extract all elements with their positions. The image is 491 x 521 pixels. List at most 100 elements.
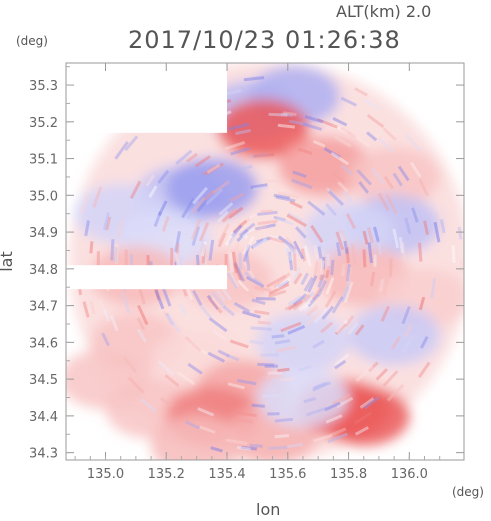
texture-streak (268, 234, 284, 242)
texture-streak (378, 278, 385, 292)
texture-streak (291, 178, 313, 190)
texture-streak (244, 271, 263, 286)
texture-streak (194, 155, 211, 168)
texture-streak (417, 242, 423, 262)
texture-streak (312, 339, 325, 349)
texture-streak (80, 194, 89, 215)
texture-streak (121, 292, 131, 314)
texture-streak (341, 164, 354, 176)
texture-streak (208, 239, 215, 261)
texture-streak (313, 306, 330, 324)
texture-streak (153, 211, 162, 228)
texture-streak (241, 227, 255, 239)
texture-streak (157, 200, 168, 217)
texture-streak (330, 151, 350, 166)
texture-streak (298, 365, 312, 372)
texture-streak (325, 277, 335, 295)
heatmap-texture (77, 76, 463, 453)
texture-streak (153, 287, 161, 301)
y-tick-label: 35.3 (29, 79, 58, 94)
texture-streak (96, 251, 100, 267)
texture-streak (237, 217, 251, 228)
texture-streak (273, 215, 286, 222)
texture-streak (238, 231, 250, 243)
x-unit-label: (deg) (452, 485, 484, 499)
texture-streak (170, 247, 174, 268)
texture-streak (231, 251, 238, 274)
texture-streak (273, 272, 291, 289)
texture-streak (331, 296, 344, 314)
heatmap-region-27 (256, 367, 349, 428)
texture-streak (418, 178, 430, 197)
texture-streak (260, 353, 279, 357)
texture-streak (210, 446, 223, 453)
texture-streak (287, 251, 294, 271)
texture-streak (166, 314, 181, 334)
texture-streak (116, 219, 124, 238)
texture-streak (312, 381, 332, 392)
texture-streak (335, 242, 342, 257)
texture-streak (243, 76, 265, 82)
texture-streak (359, 397, 375, 409)
texture-streak (451, 245, 456, 264)
texture-streak (323, 147, 341, 159)
texture-streak (334, 359, 347, 370)
texture-streak (232, 242, 240, 258)
texture-streak (268, 112, 288, 117)
texture-streak (175, 149, 193, 165)
texture-streak (354, 87, 368, 97)
texture-streak (418, 296, 426, 311)
texture-streak (303, 396, 317, 404)
texture-streak (110, 239, 115, 261)
texture-streak (305, 311, 322, 326)
texture-streak (250, 326, 272, 331)
texture-streak (343, 254, 347, 271)
texture-streak (277, 235, 298, 251)
texture-streak (109, 314, 119, 332)
texture-streak (352, 281, 362, 301)
texture-streak (369, 271, 376, 287)
texture-streak (342, 190, 353, 202)
texture-streak (288, 119, 309, 127)
texture-streak (101, 332, 110, 347)
texture-streak (254, 285, 272, 292)
texture-streak (392, 228, 400, 249)
texture-streak (161, 286, 172, 307)
texture-streak (255, 297, 276, 301)
texture-streak (277, 367, 290, 373)
texture-streak (192, 186, 209, 205)
texture-streak (313, 381, 327, 390)
texture-streak (206, 162, 224, 175)
texture-streak (397, 165, 410, 182)
texture-streak (316, 118, 338, 129)
texture-streak (157, 360, 175, 377)
texture-streak (196, 199, 208, 213)
texture-streak (316, 280, 328, 297)
texture-streak (221, 207, 237, 223)
texture-streak (290, 295, 306, 309)
texture-streak (358, 181, 370, 194)
texture-streak (230, 224, 243, 237)
texture-streak (307, 200, 326, 216)
texture-streak (207, 351, 225, 363)
texture-streak (347, 321, 359, 335)
texture-streak (350, 243, 357, 265)
texture-streak (235, 411, 257, 418)
texture-streak (340, 96, 357, 107)
texture-streak (292, 293, 308, 306)
texture-streak (254, 223, 276, 231)
texture-streak (423, 220, 430, 235)
texture-streak (277, 123, 296, 129)
texture-streak (229, 339, 249, 349)
texture-streak (328, 190, 344, 206)
plot-frame (65, 62, 465, 461)
texture-streak (207, 297, 223, 314)
texture-streak (268, 445, 288, 450)
texture-streak (230, 147, 251, 156)
texture-streak (312, 433, 333, 443)
texture-streak (185, 152, 199, 163)
texture-streak (332, 393, 351, 405)
texture-streak (250, 285, 265, 294)
texture-streak (347, 260, 352, 273)
texture-streak (324, 290, 337, 308)
